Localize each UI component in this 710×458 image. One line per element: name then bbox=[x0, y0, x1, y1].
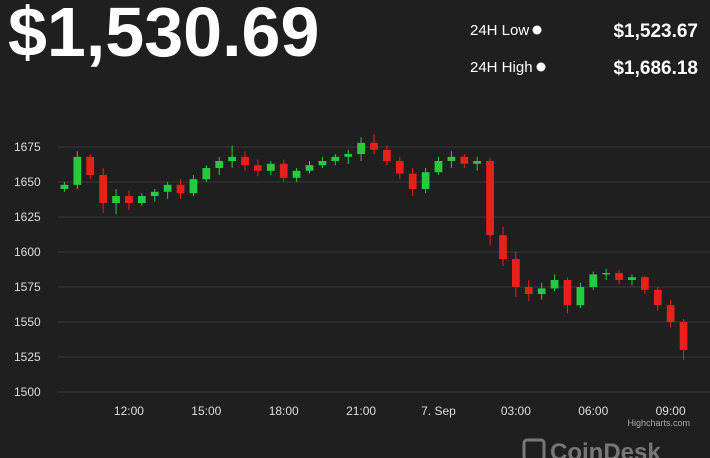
candle-body bbox=[202, 168, 211, 180]
y-tick-label: 1625 bbox=[14, 210, 41, 224]
candle-body bbox=[86, 156, 95, 175]
x-tick-label: 03:00 bbox=[501, 404, 531, 418]
candle-body bbox=[640, 277, 649, 290]
candle-body bbox=[112, 196, 120, 203]
candle-body bbox=[125, 196, 133, 203]
candle-body bbox=[421, 172, 430, 189]
candle-body bbox=[137, 196, 146, 203]
stat-value: $1,523.67 bbox=[613, 21, 698, 42]
candle-body bbox=[589, 274, 598, 287]
stat-value: $1,686.18 bbox=[613, 58, 698, 79]
x-tick-label: 12:00 bbox=[114, 404, 144, 418]
stat-label: 24H Low bbox=[470, 22, 529, 39]
candle-body bbox=[447, 156, 456, 161]
candle-body bbox=[615, 273, 623, 280]
candle-body bbox=[512, 259, 520, 287]
candle-body bbox=[395, 161, 404, 174]
candle-body bbox=[524, 287, 533, 294]
candle-body bbox=[486, 161, 494, 236]
candle-body bbox=[550, 280, 559, 289]
candle-body bbox=[434, 161, 443, 173]
price: $1,530.69 bbox=[8, 0, 319, 71]
candle-body bbox=[344, 154, 353, 157]
candle-body bbox=[73, 156, 82, 185]
candle-body bbox=[383, 149, 391, 161]
x-tick-label: 06:00 bbox=[578, 404, 608, 418]
y-tick-label: 1500 bbox=[14, 385, 41, 399]
y-tick-label: 1525 bbox=[14, 350, 41, 364]
candle-body bbox=[150, 191, 159, 196]
x-tick-label: 7. Sep bbox=[421, 404, 456, 418]
y-tick-label: 1575 bbox=[14, 280, 41, 294]
x-tick-label: 21:00 bbox=[346, 404, 376, 418]
candle-body bbox=[215, 161, 224, 168]
candle-body bbox=[241, 156, 249, 166]
stat-label: 24H High bbox=[470, 59, 533, 76]
candle-body bbox=[499, 235, 507, 259]
candle-body bbox=[279, 163, 288, 178]
candle-body bbox=[176, 184, 185, 194]
candle-body bbox=[653, 289, 662, 306]
y-tick-label: 1650 bbox=[14, 175, 41, 189]
candle-body bbox=[189, 179, 198, 194]
candle-body bbox=[357, 142, 365, 154]
x-tick-label: 15:00 bbox=[191, 404, 221, 418]
candle-body bbox=[408, 173, 417, 189]
candle-body bbox=[60, 184, 69, 189]
candle-body bbox=[460, 156, 469, 164]
x-tick-label: 09:00 bbox=[656, 404, 686, 418]
x-tick-label: 18:00 bbox=[269, 404, 299, 418]
candle-body bbox=[163, 184, 172, 192]
candle-body bbox=[473, 161, 482, 164]
credit[interactable]: Highcharts.com bbox=[627, 418, 690, 428]
candle-body bbox=[228, 156, 236, 161]
candle-body bbox=[318, 161, 327, 166]
candle-body bbox=[370, 142, 378, 150]
candle-body bbox=[254, 165, 262, 171]
info-icon[interactable] bbox=[532, 25, 542, 35]
y-tick-label: 1675 bbox=[14, 140, 41, 154]
logo: CoinDesk bbox=[550, 439, 661, 458]
info-icon[interactable] bbox=[536, 62, 546, 72]
candle-body bbox=[99, 175, 108, 203]
candle-body bbox=[679, 322, 688, 350]
candle-body bbox=[563, 280, 572, 306]
candle-body bbox=[292, 170, 301, 178]
candle-body bbox=[666, 305, 675, 322]
candle-body bbox=[628, 277, 636, 280]
candle-body bbox=[266, 163, 275, 171]
y-tick-label: 1550 bbox=[14, 315, 41, 329]
candle-body bbox=[602, 273, 611, 275]
logo-icon bbox=[522, 438, 546, 458]
candle-body bbox=[576, 287, 585, 306]
candle-body bbox=[331, 156, 340, 161]
candle-body bbox=[305, 165, 314, 171]
y-tick-label: 1600 bbox=[14, 245, 41, 259]
candle-body bbox=[537, 288, 546, 294]
